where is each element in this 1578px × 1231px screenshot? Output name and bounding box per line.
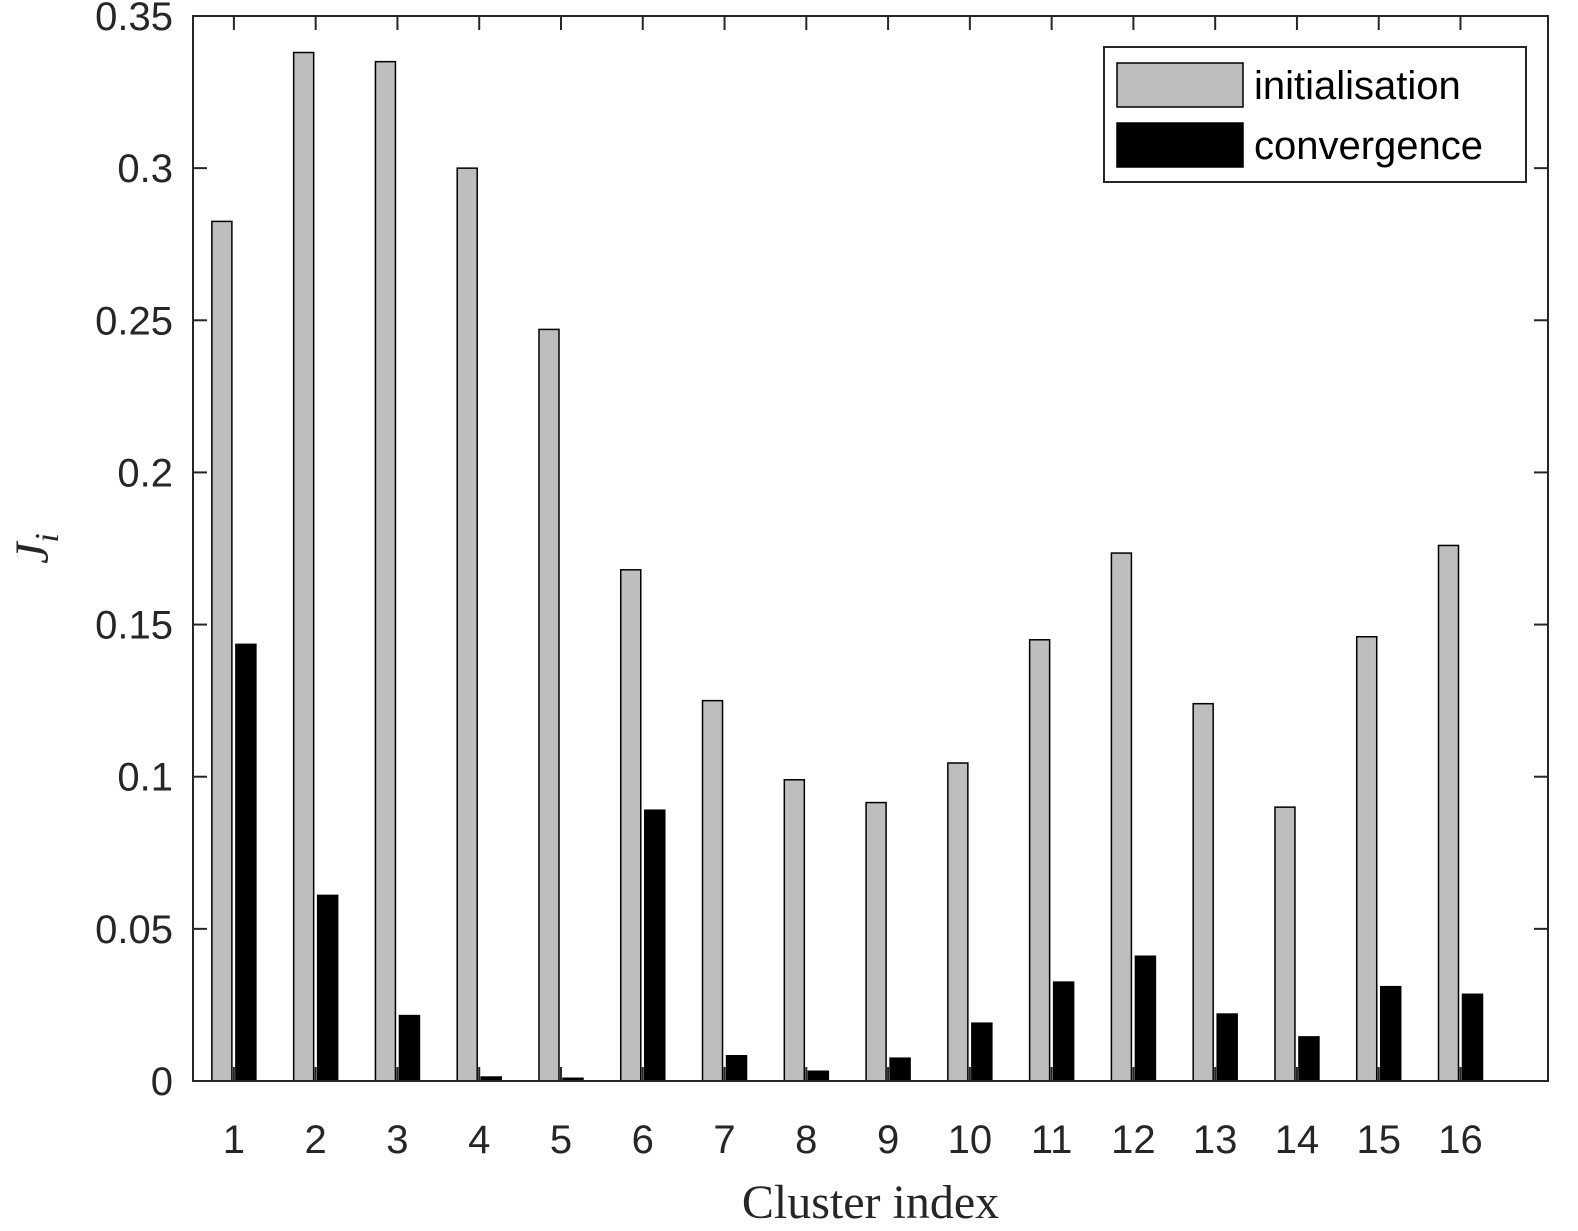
bar-initialisation-1 <box>211 220 233 1082</box>
x-axis-title: Cluster index <box>742 1176 999 1229</box>
x-tick-label-8: 8 <box>795 1118 817 1162</box>
legend-swatch-initialisation <box>1116 62 1244 108</box>
bar-convergence-8 <box>807 1070 830 1082</box>
y-axis-title: Ji <box>6 533 66 564</box>
bar-convergence-16 <box>1461 993 1484 1082</box>
bar-convergence-3 <box>398 1014 421 1082</box>
y-tick-label-1: 0.05 <box>95 908 173 952</box>
y-tick-label-3: 0.15 <box>95 604 173 648</box>
x-tick-label-16: 16 <box>1438 1118 1483 1162</box>
bar-convergence-12 <box>1134 955 1157 1082</box>
bar-initialisation-8 <box>783 779 806 1082</box>
y-tick-label-4: 0.2 <box>117 451 173 495</box>
x-tick-label-14: 14 <box>1275 1118 1320 1162</box>
axes-box <box>192 15 1549 1082</box>
bar-initialisation-15 <box>1355 635 1378 1082</box>
bar-convergence-6 <box>644 809 666 1082</box>
x-tick-label-6: 6 <box>632 1118 654 1162</box>
x-tick-label-7: 7 <box>713 1118 735 1162</box>
x-tick-label-13: 13 <box>1193 1118 1238 1162</box>
legend-label-initialisation: initialisation <box>1254 64 1461 108</box>
bar-initialisation-3 <box>374 60 397 1082</box>
x-tick-label-11: 11 <box>1031 1118 1073 1162</box>
x-tick-label-15: 15 <box>1356 1118 1401 1162</box>
bar-initialisation-13 <box>1192 702 1214 1082</box>
legend-label-convergence: convergence <box>1254 124 1483 168</box>
x-tick-label-10: 10 <box>948 1118 993 1162</box>
y-tick-label-7: 0.35 <box>95 0 173 39</box>
y-axis-title-main: J <box>6 540 59 564</box>
bar-initialisation-11 <box>1028 639 1051 1082</box>
bar-initialisation-16 <box>1437 544 1460 1082</box>
bar-initialisation-14 <box>1274 806 1296 1082</box>
x-tick-label-9: 9 <box>877 1118 899 1162</box>
bar-convergence-9 <box>889 1057 911 1082</box>
bar-convergence-10 <box>971 1022 993 1082</box>
bar-convergence-7 <box>725 1054 748 1082</box>
x-tick-label-5: 5 <box>550 1118 572 1162</box>
legend-swatch-convergence <box>1116 122 1244 168</box>
y-tick-label-0: 0 <box>151 1060 173 1104</box>
x-tick-label-4: 4 <box>468 1118 490 1162</box>
bar-initialisation-9 <box>865 801 887 1082</box>
x-tick-label-2: 2 <box>305 1118 327 1162</box>
axes-layer <box>192 15 1549 1082</box>
x-tick-label-1: 1 <box>223 1118 245 1162</box>
bar-initialisation-12 <box>1110 552 1133 1082</box>
bar-initialisation-6 <box>620 569 642 1082</box>
bar-initialisation-4 <box>456 167 478 1082</box>
bar-convergence-13 <box>1216 1013 1238 1082</box>
bar-convergence-2 <box>316 894 339 1082</box>
legend: initialisation convergence <box>1103 46 1527 183</box>
bar-initialisation-7 <box>701 699 724 1082</box>
bar-convergence-15 <box>1379 985 1402 1082</box>
bar-convergence-11 <box>1052 981 1075 1082</box>
bar-convergence-1 <box>235 643 257 1082</box>
x-tick-label-3: 3 <box>386 1118 408 1162</box>
tick-labels-layer: 00.050.10.150.20.250.30.351 2 3 4 5 6 7 8 9 10 11 1… <box>95 0 1483 1162</box>
bars-layer <box>211 51 1484 1082</box>
y-tick-label-5: 0.25 <box>95 299 173 343</box>
bar-convergence-14 <box>1298 1036 1320 1082</box>
bar-initialisation-10 <box>947 762 969 1082</box>
y-tick-label-6: 0.3 <box>117 147 173 191</box>
y-tick-label-2: 0.1 <box>117 756 173 800</box>
y-axis-title-subscript: i <box>29 533 66 542</box>
bar-initialisation-5 <box>538 328 560 1082</box>
bar-initialisation-2 <box>292 51 315 1082</box>
x-tick-label-12: 12 <box>1111 1118 1156 1162</box>
